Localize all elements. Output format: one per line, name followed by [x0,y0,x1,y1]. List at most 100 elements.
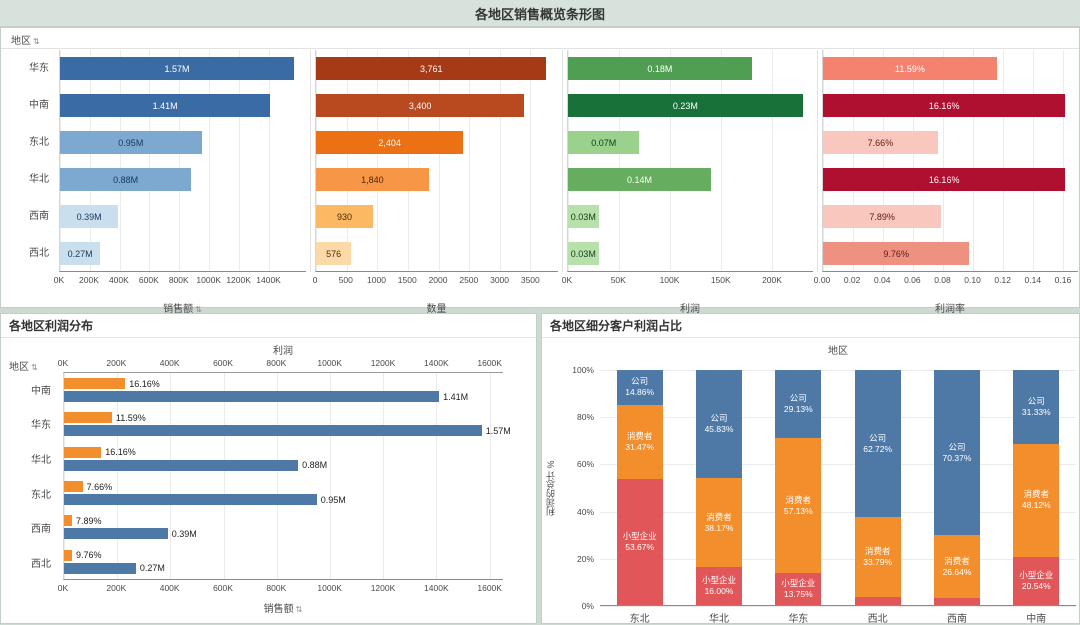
profit-rate-bar-5[interactable]: 9.76% [823,242,970,265]
sales-bar-3[interactable]: 0.88M [60,168,192,191]
bar-value-label: 16.16% [105,447,136,458]
stack-segment[interactable]: 消费者 31.47% [616,404,663,479]
chart-divider [562,50,563,272]
profit-rate-bar-3[interactable]: 16.16% [823,168,1066,191]
stack-segment[interactable]: 公司 14.86% [616,370,663,405]
profit-bar-2[interactable]: 0.07M [568,131,640,154]
sales-bar-0[interactable]: 1.57M [60,57,295,80]
sales-bar-2[interactable] [64,459,299,471]
axis-tick: 0K [57,583,69,593]
stack-segment[interactable]: 小型企业 16.00% [695,567,742,605]
segment-value: 14.86% [625,387,655,398]
profit-series-row: 9.76% [64,549,503,561]
profit-rate-bar-0[interactable]: 11.59% [823,57,997,80]
bar-row: 9.76% [823,235,1078,272]
sales-bar-2[interactable]: 0.95M [60,131,202,154]
profit-rate-bar-chart: 11.59% 16.16% 7.66% 16.16% 7.89% 9.76% 0.00 0.0… [814,50,1078,315]
stack-segment[interactable]: 小型企业 53.67% [616,478,663,605]
profit-bar-2[interactable] [64,446,102,458]
profit-bar-0[interactable] [64,378,126,390]
region-label: 中南 [29,100,49,111]
profit-bar-0[interactable]: 0.18M [568,57,752,80]
segment-value: 48.12% [1021,500,1051,511]
axis-tick: 800K [266,583,287,593]
axis-tick: 400K [159,583,180,593]
bar-label: 0.27M [67,248,93,259]
stacked-bar-5[interactable]: 小型企业 20.54% 消费者 48.12% 公司 31.33% [1013,370,1060,605]
profit-bar-5[interactable] [64,549,72,561]
sales-bar-0[interactable] [64,391,440,403]
sales-bar-1[interactable]: 1.41M [60,94,271,117]
bar-row: 3,761 [316,50,558,87]
stack-segment[interactable]: 消费者 33.79% [854,517,901,597]
stack-segment[interactable] [933,597,980,605]
profit-rate-plot: 11.59% 16.16% 7.66% 16.16% 7.89% 9.76% [822,50,1078,272]
profit-bar-1[interactable]: 0.23M [568,94,803,117]
profit-bar-3[interactable] [64,481,83,493]
sort-icon[interactable]: ⇅ [33,37,40,46]
profit-bar-5[interactable]: 0.03M [568,242,599,265]
region-label: 华北 [29,174,49,185]
profit-bar-1[interactable] [64,412,112,424]
region-label: 华东 [29,63,49,74]
bar-row: 16.16% [823,161,1078,198]
stack-segment[interactable]: 消费者 38.17% [695,477,742,568]
sales-bar-5[interactable] [64,562,136,574]
axis-title-label: 数量 [426,304,447,315]
sales-bar-3[interactable] [64,494,317,506]
sort-icon[interactable]: ⇅ [31,363,38,372]
stack-segment[interactable]: 公司 45.83% [695,370,742,478]
stack-segment[interactable]: 公司 31.33% [1013,370,1060,444]
profit-bar-4[interactable]: 0.03M [568,205,599,228]
stack-segment[interactable] [854,596,901,605]
gridline [883,50,884,271]
sales-bar-4[interactable]: 0.39M [60,205,119,228]
quantity-bar-2[interactable]: 2,404 [316,131,464,154]
quantity-bar-4[interactable]: 930 [316,205,373,228]
stacked-bar-4[interactable]: 消费者 26.64% 公司 70.37% [933,370,980,605]
stacked-bar-0[interactable]: 小型企业 53.67% 消费者 31.47% 公司 14.86% [616,370,663,605]
gridline [670,50,672,271]
sales-bar-1[interactable] [64,425,482,437]
stacked-bar-2[interactable]: 小型企业 13.75% 消费者 57.13% 公司 29.13% [775,370,822,605]
bar-label: 1.57M [164,63,190,74]
sales-bar-4[interactable] [64,528,168,540]
sales-bar-5[interactable]: 0.27M [60,242,101,265]
bar-value-label: 0.27M [139,563,165,574]
stack-segment[interactable]: 消费者 26.64% [933,535,980,598]
profit-bar-3[interactable]: 0.14M [568,168,711,191]
stacked-bar-1[interactable]: 小型企业 16.00% 消费者 38.17% 公司 45.83% [695,370,742,605]
stack-segment[interactable]: 公司 70.37% [933,370,980,536]
profit-rate-bar-4[interactable]: 7.89% [823,205,942,228]
profit-bar-4[interactable] [64,515,72,527]
profit-series-row: 16.16% [64,378,503,390]
stacked-bar-3[interactable]: 消费者 33.79% 公司 62.72% [854,370,901,605]
sort-icon[interactable]: ⇅ [295,605,303,614]
bar-row: 0.27M [60,235,306,272]
stack-segment[interactable]: 消费者 48.12% [1013,443,1060,557]
quantity-bar-0[interactable]: 3,761 [316,57,547,80]
segment-name: 消费者 [864,546,891,557]
axis-tick: 600K [138,275,159,285]
sales-series-row: 1.57M [64,425,511,437]
quantity-bar-5[interactable]: 576 [316,242,352,265]
stack-segment[interactable]: 公司 62.72% [854,370,901,518]
stack-segment[interactable]: 公司 29.13% [775,370,822,439]
stack-segment[interactable]: 小型企业 20.54% [1013,556,1060,605]
profit-series-row: 7.66% [64,481,503,493]
sales-axis-ticks: 0K 200K 400K 600K 800K 1000K 1200K 1400K [54,275,306,286]
quantity-bar-3[interactable]: 1,840 [316,168,429,191]
sort-icon[interactable]: ⇅ [195,305,202,314]
profit-distribution-plot: 16.16% 1.41M 11.59% 1.57M 16.16% 0.88M 7.66% 0.… [63,372,511,580]
category-label: 华北 [708,614,729,625]
bar-label: 16.16% [928,174,960,185]
profit-rate-bar-2[interactable]: 7.66% [823,131,938,154]
gridline [469,50,471,271]
segment-value: 57.13% [783,505,813,516]
profit-rate-bar-1[interactable]: 16.16% [823,94,1066,117]
axis-tick: 0.02 [843,275,861,285]
quantity-bar-1[interactable]: 3,400 [316,94,525,117]
stack-segment[interactable]: 消费者 57.13% [775,438,822,573]
stack-segment[interactable]: 小型企业 13.75% [775,572,822,605]
gridline [600,464,1076,466]
